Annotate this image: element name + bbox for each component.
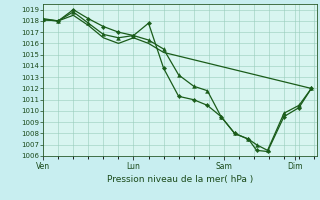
X-axis label: Pression niveau de la mer( hPa ): Pression niveau de la mer( hPa ) [107, 175, 253, 184]
